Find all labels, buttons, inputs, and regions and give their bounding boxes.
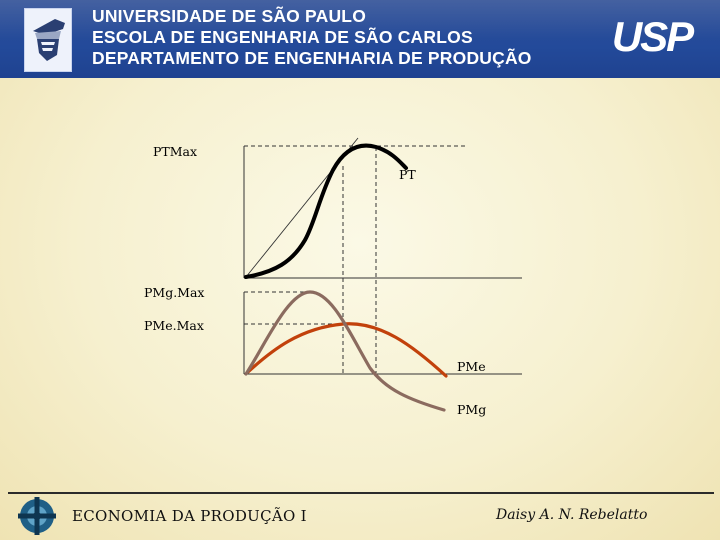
pt-label: PT <box>399 167 416 182</box>
average-product-curve <box>246 322 448 378</box>
pmgmax-label: PMg.Max <box>144 285 205 300</box>
institution-title: UNIVERSIDADE DE SÃO PAULO ESCOLA DE ENGE… <box>92 6 532 69</box>
pme-label: PMe <box>457 359 486 374</box>
course-emblem-icon <box>14 496 60 536</box>
header-shine <box>0 0 720 78</box>
footer-divider <box>8 492 714 494</box>
marginal-product-curve <box>244 290 446 412</box>
course-title: ECONOMIA DA PRODUÇÃO I <box>72 507 307 525</box>
eesc-logo-icon <box>24 8 72 72</box>
usp-logo-text: USP <box>612 14 695 60</box>
ptmax-label: PTMax <box>153 144 197 159</box>
author-name: Daisy A. N. Rebelatto <box>496 507 648 523</box>
university-name: UNIVERSIDADE DE SÃO PAULO <box>92 6 367 26</box>
usp-logo-icon: USP <box>606 13 698 60</box>
header-banner: UNIVERSIDADE DE SÃO PAULO ESCOLA DE ENGE… <box>0 0 720 78</box>
school-name: ESCOLA DE ENGENHARIA DE SÃO CARLOS <box>92 27 473 47</box>
department-name: DEPARTAMENTO DE ENGENHARIA DE PRODUÇÃO <box>92 48 532 68</box>
total-product-curve <box>244 143 408 279</box>
pmemax-label: PMe.Max <box>144 318 204 333</box>
pmg-label: PMg <box>457 402 486 417</box>
